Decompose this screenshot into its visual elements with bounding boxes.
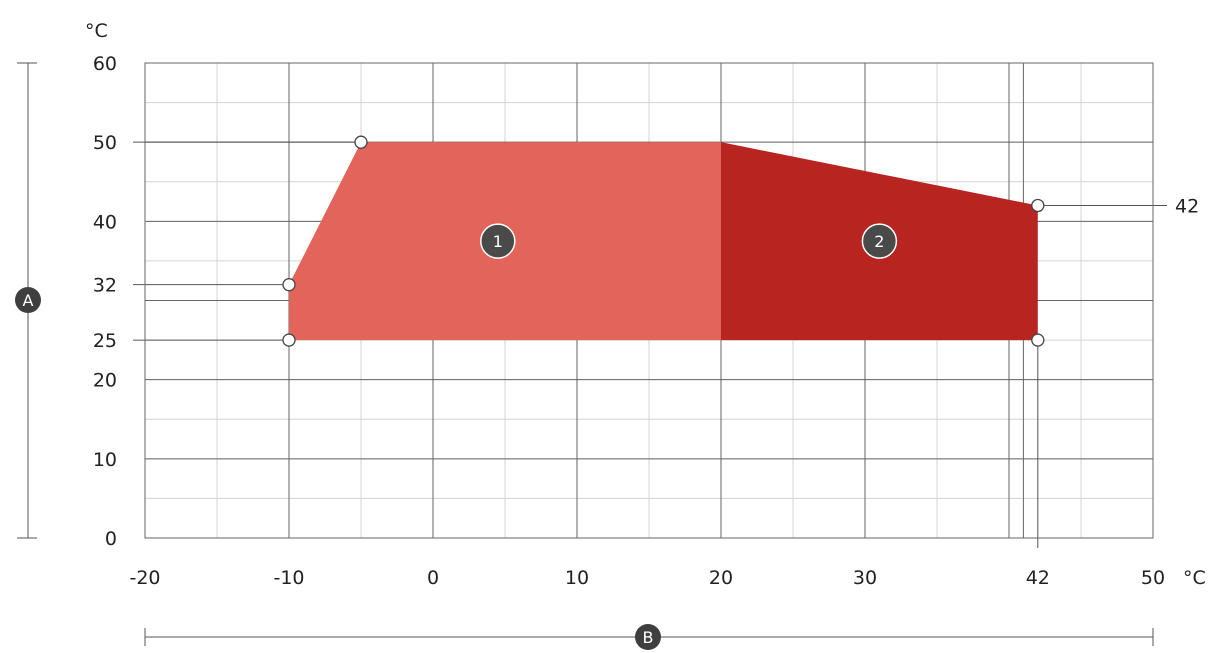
axis-marker-a: A (15, 62, 41, 539)
x-tick-label: 10 (565, 567, 589, 589)
y-unit-label: °C (85, 20, 108, 42)
x-tick-label: -20 (129, 567, 160, 589)
axis-marker-b-label: B (643, 628, 654, 647)
markers (282, 135, 1045, 347)
plot-border (144, 62, 1154, 539)
x-tick-label: 50 (1141, 567, 1165, 589)
y-tick-labels: 0 10 20 25 32 40 50 60 (93, 53, 117, 550)
right-labels: 42 (1175, 196, 1199, 218)
data-point-marker (282, 333, 296, 347)
y-tick-label: 10 (93, 449, 117, 471)
region-badge-label: 2 (874, 232, 884, 251)
y-tick-label: 0 (105, 528, 117, 550)
y-tick-label: 32 (93, 275, 117, 297)
x-tick-label: 30 (853, 567, 877, 589)
data-point-marker (1031, 198, 1045, 213)
regions (289, 142, 1038, 341)
y-tick-label: 50 (93, 132, 117, 154)
data-point-marker (1031, 333, 1045, 347)
region-badge-circle (861, 223, 898, 259)
region-badge-1: 1 (480, 223, 516, 259)
x-tick-label: 20 (709, 567, 733, 589)
leader-lines (133, 141, 1167, 548)
data-point-marker (282, 278, 296, 292)
y-tick-label: 25 (93, 330, 117, 352)
x-tick-label: -10 (273, 567, 304, 589)
axis-marker-a-label: A (23, 291, 34, 310)
region-badge-circle (480, 223, 516, 259)
y-tick-label: 60 (93, 53, 117, 75)
y-tick-label: 20 (93, 370, 117, 392)
x-unit-label: °C (1183, 567, 1206, 589)
right-label: 42 (1175, 196, 1199, 218)
x-tick-label: 0 (427, 567, 439, 589)
axis-marker-b: B (144, 624, 1154, 650)
x-tick-label: 42 (1026, 567, 1050, 589)
y-tick-label: 40 (93, 211, 117, 233)
x-tick-labels: -20 -10 0 10 20 30 42 50 (129, 567, 1165, 589)
plot-frame (144, 62, 1154, 539)
region-badge-label: 1 (493, 232, 503, 251)
data-point-marker (354, 135, 368, 149)
region-badge-2: 2 (861, 223, 898, 259)
